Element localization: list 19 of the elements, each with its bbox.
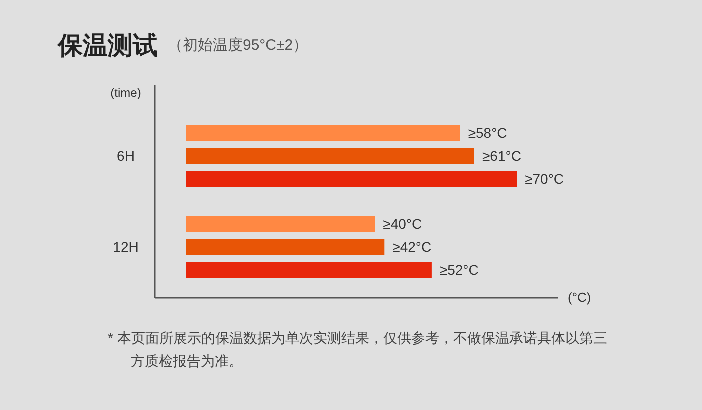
x-axis-title: (°C)	[568, 290, 592, 305]
bar	[186, 171, 518, 187]
data-label: ≥42°C	[392, 239, 432, 255]
data-label: ≥40°C	[383, 216, 422, 232]
y-tick-label: 6H	[117, 148, 135, 164]
data-label: ≥61°C	[482, 148, 522, 164]
chart-subtitle: （初始温度95°C±2）	[168, 37, 308, 54]
chart-title: 保温测试	[57, 32, 158, 60]
data-label: ≥52°C	[440, 262, 479, 278]
bar	[186, 239, 385, 255]
text: * 本页面所展示的保温数据为单次实测结果，仅供参考，不做保温承诺具体以第三方质检报告为准。	[108, 330, 608, 369]
bar	[186, 125, 460, 141]
y-tick-label: 12H	[113, 239, 139, 255]
bar	[186, 216, 376, 232]
y-axis-title: (time)	[110, 86, 142, 100]
data-label: ≥58°C	[468, 125, 508, 141]
bar	[186, 262, 432, 278]
data-label: ≥70°C	[525, 171, 564, 187]
bar	[186, 148, 474, 164]
